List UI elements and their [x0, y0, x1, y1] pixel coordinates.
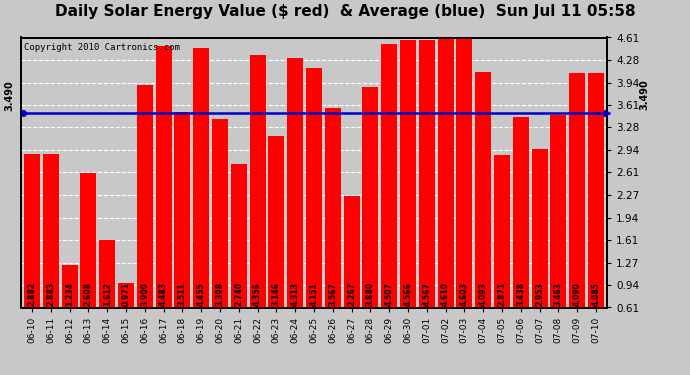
Text: 4.603: 4.603 — [460, 282, 469, 306]
Bar — [118, 283, 134, 308]
Text: 4.483: 4.483 — [159, 282, 168, 306]
Bar — [344, 196, 359, 308]
Bar — [306, 69, 322, 308]
Text: 4.085: 4.085 — [591, 282, 600, 306]
Text: 4.313: 4.313 — [290, 282, 299, 306]
Bar — [456, 38, 473, 308]
Text: 4.610: 4.610 — [441, 282, 450, 306]
Text: 2.883: 2.883 — [46, 282, 55, 306]
Bar — [551, 115, 566, 308]
Text: 1.612: 1.612 — [103, 282, 112, 306]
Bar — [437, 38, 453, 308]
Bar — [175, 112, 190, 308]
Text: 3.880: 3.880 — [366, 282, 375, 306]
Text: 4.507: 4.507 — [384, 282, 393, 306]
Bar — [24, 154, 40, 308]
Bar — [155, 46, 172, 308]
Bar — [43, 154, 59, 308]
Text: 3.511: 3.511 — [178, 282, 187, 306]
Bar — [99, 240, 115, 308]
Bar — [588, 73, 604, 308]
Bar — [419, 40, 435, 308]
Bar — [230, 164, 247, 308]
Text: 3.490: 3.490 — [640, 80, 649, 110]
Bar — [494, 155, 510, 308]
Text: 3.146: 3.146 — [272, 282, 281, 306]
Bar — [212, 119, 228, 308]
Text: 2.608: 2.608 — [84, 282, 93, 306]
Text: 3.463: 3.463 — [554, 282, 563, 306]
Text: 4.567: 4.567 — [422, 282, 431, 306]
Text: 3.490: 3.490 — [4, 80, 14, 111]
Text: 2.740: 2.740 — [235, 282, 244, 306]
Text: 2.871: 2.871 — [497, 282, 506, 306]
Text: 3.398: 3.398 — [215, 282, 224, 306]
Text: 3.900: 3.900 — [140, 282, 149, 306]
Text: 2.267: 2.267 — [347, 282, 356, 306]
Bar — [80, 172, 97, 308]
Text: 4.090: 4.090 — [573, 282, 582, 306]
Bar — [268, 136, 284, 308]
Bar — [193, 48, 209, 308]
Text: Daily Solar Energy Value ($ red)  & Average (blue)  Sun Jul 11 05:58: Daily Solar Energy Value ($ red) & Avera… — [55, 4, 635, 19]
Text: 0.971: 0.971 — [121, 282, 130, 306]
Bar — [325, 108, 341, 308]
Bar — [569, 73, 585, 308]
Text: 4.455: 4.455 — [197, 282, 206, 306]
Text: 2.882: 2.882 — [28, 282, 37, 306]
Bar — [287, 57, 303, 308]
Text: 2.953: 2.953 — [535, 282, 544, 306]
Text: 3.567: 3.567 — [328, 282, 337, 306]
Text: 3.438: 3.438 — [516, 282, 525, 306]
Bar — [513, 117, 529, 308]
Text: 4.093: 4.093 — [479, 282, 488, 306]
Text: 1.234: 1.234 — [65, 282, 74, 306]
Bar — [400, 40, 416, 308]
Bar — [137, 86, 152, 308]
Bar — [381, 45, 397, 308]
Text: 4.151: 4.151 — [309, 282, 319, 306]
Text: 4.566: 4.566 — [404, 282, 413, 306]
Bar — [362, 87, 378, 308]
Bar — [531, 149, 548, 308]
Text: Copyright 2010 Cartronics.com: Copyright 2010 Cartronics.com — [23, 43, 179, 52]
Bar — [250, 55, 266, 308]
Bar — [475, 72, 491, 308]
Text: 4.356: 4.356 — [253, 282, 262, 306]
Bar — [61, 266, 77, 308]
